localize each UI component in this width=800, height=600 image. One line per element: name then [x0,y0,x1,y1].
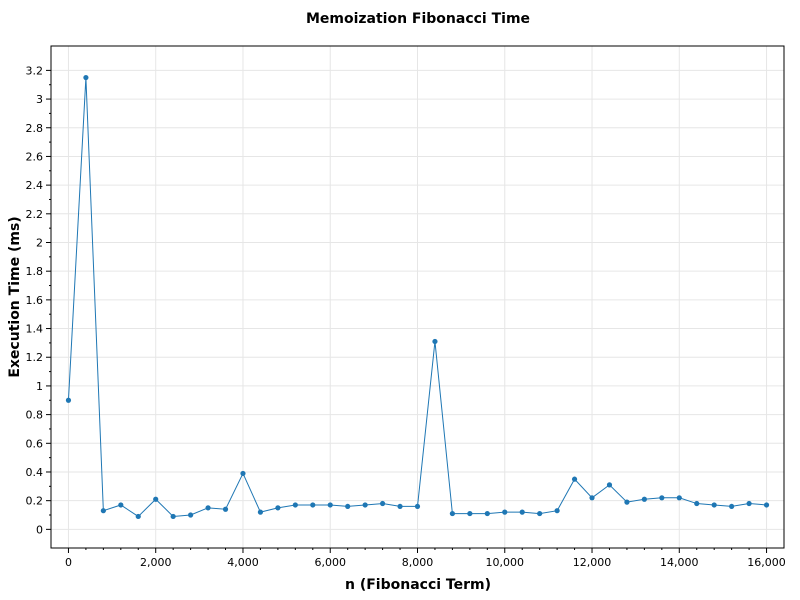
data-point [153,496,159,502]
data-point [240,470,246,477]
x-tick-label: 12,000 [573,556,612,569]
data-point [729,503,735,510]
data-point [135,513,141,520]
data-point [659,495,665,501]
y-tick-label: 0.4 [26,466,44,479]
data-point [694,500,700,507]
data-point [519,509,525,515]
y-tick-label: 1.2 [26,351,44,364]
y-tick-label: 0.6 [26,437,44,450]
data-point [118,502,124,508]
x-tick-label: 2,000 [140,556,172,569]
y-tick-label: 0.2 [26,495,44,508]
data-point [554,508,560,514]
data-point [641,496,647,502]
y-axis-title: Execution Time (ms) [7,216,23,377]
data-point [170,513,176,520]
data-point [327,502,333,508]
y-tick-label: 2.2 [26,208,44,221]
data-point [275,505,281,511]
y-tick-label: 3 [36,93,43,106]
y-tick-label: 3.2 [26,64,44,77]
data-point [589,495,595,501]
data-point [606,482,613,488]
x-axis-title: n (Fibonacci Term) [345,577,491,593]
data-point [65,397,72,403]
data-point [292,502,298,508]
y-tick-label: 1 [36,380,43,393]
data-point [763,502,770,508]
x-tick-label: 6,000 [314,556,346,569]
data-point [83,74,89,81]
data-point [257,509,264,515]
y-tick-label: 1.8 [26,265,44,278]
data-point [222,506,229,512]
x-tick-label: 4,000 [227,556,259,569]
data-point [414,503,421,510]
data-point [310,502,316,508]
data-point [676,495,682,501]
y-tick-label: 0 [36,523,43,536]
data-point [537,510,543,517]
data-point [362,502,368,508]
y-tick-label: 0.8 [26,409,44,422]
data-point [449,510,456,517]
data-point [571,476,578,482]
data-point [467,510,473,517]
y-tick-label: 2 [36,236,43,249]
data-point [502,509,508,515]
data-point [432,338,438,345]
x-tick-label: 14,000 [660,556,699,569]
x-tick-label: 16,000 [747,556,786,569]
data-point [624,499,630,505]
grid-layer [51,46,784,548]
data-point [188,512,194,518]
data-point [345,503,351,510]
x-tick-label: 8,000 [402,556,434,569]
y-tick-label: 1.4 [26,323,44,336]
data-point [746,500,752,507]
y-tick-label: 2.4 [26,179,44,192]
x-tick-label: 0 [65,556,72,569]
ticks-layer: 0 2,000 4,000 6,000 8,000 10,000 12,000 14,000 1… [26,64,786,569]
data-point [711,502,717,508]
data-point [100,508,106,514]
data-point [205,505,211,511]
y-tick-label: 2.8 [26,122,44,135]
y-tick-label: 1.6 [26,294,44,307]
y-tick-label: 2.6 [26,150,44,163]
x-tick-label: 10,000 [486,556,525,569]
data-point [484,510,490,517]
chart-title: Memoization Fibonacci Time [306,11,530,27]
data-point [379,500,386,507]
data-point [397,503,403,510]
series-layer [65,74,770,520]
